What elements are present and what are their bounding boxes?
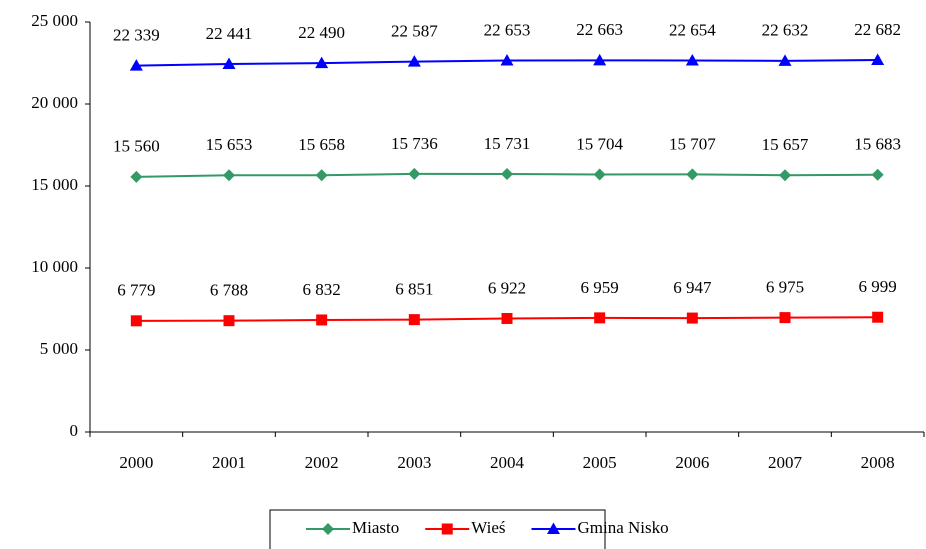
marker [130, 315, 142, 327]
data-label: 22 339 [113, 26, 160, 45]
y-tick-label: 15 000 [31, 175, 78, 194]
legend-label: Miasto [352, 518, 399, 537]
y-tick-label: 20 000 [31, 93, 78, 112]
legend-marker [322, 523, 334, 535]
marker [593, 53, 607, 66]
marker [594, 312, 606, 324]
marker [686, 168, 699, 181]
data-label: 22 632 [762, 21, 809, 40]
marker [223, 315, 235, 327]
x-tick-label: 2006 [675, 453, 709, 472]
data-label: 15 683 [854, 135, 901, 154]
legend-label: Wieś [471, 518, 505, 537]
x-tick-label: 2005 [583, 453, 617, 472]
marker [686, 312, 698, 324]
data-label: 6 999 [859, 277, 897, 296]
x-tick-label: 2004 [490, 453, 525, 472]
x-tick-label: 2007 [768, 453, 803, 472]
marker [315, 56, 329, 69]
data-label: 15 731 [484, 134, 531, 153]
data-label: 22 663 [576, 20, 623, 39]
marker [315, 169, 328, 182]
data-label: 15 707 [669, 134, 716, 153]
marker [871, 53, 885, 66]
data-label: 15 560 [113, 137, 160, 156]
y-tick-label: 25 000 [31, 11, 78, 30]
marker [408, 314, 420, 326]
data-label: 15 657 [762, 135, 809, 154]
legend-label: Gmina Nisko [577, 518, 668, 537]
data-label: 6 832 [303, 280, 341, 299]
marker [871, 168, 884, 181]
data-label: 22 654 [669, 20, 716, 39]
data-label: 15 704 [576, 134, 623, 153]
x-tick-label: 2001 [212, 453, 246, 472]
marker [872, 311, 884, 323]
data-label: 6 947 [673, 278, 712, 297]
data-label: 22 587 [391, 21, 438, 40]
marker [779, 312, 791, 324]
marker [593, 168, 606, 181]
marker [779, 169, 791, 182]
marker [778, 54, 792, 66]
marker [500, 53, 514, 66]
legend-marker [546, 522, 560, 534]
data-label: 6 779 [117, 281, 155, 300]
data-label: 15 736 [391, 134, 438, 153]
data-label: 15 658 [298, 135, 345, 154]
y-tick-label: 10 000 [31, 257, 78, 276]
marker [223, 169, 235, 182]
y-tick-label: 0 [70, 421, 79, 440]
data-label: 22 653 [484, 20, 531, 39]
marker [685, 53, 699, 66]
data-label: 6 788 [210, 281, 248, 300]
legend-marker [441, 523, 453, 535]
data-label: 22 441 [206, 24, 253, 43]
x-tick-label: 2008 [861, 453, 895, 472]
x-tick-label: 2003 [397, 453, 431, 472]
marker [130, 170, 143, 183]
x-tick-label: 2000 [119, 453, 153, 472]
marker [129, 59, 143, 71]
marker [501, 312, 513, 324]
data-label: 6 922 [488, 278, 526, 297]
data-label: 22 682 [854, 20, 901, 39]
data-label: 22 490 [298, 23, 345, 42]
data-label: 6 851 [395, 280, 433, 299]
y-tick-label: 5 000 [40, 339, 78, 358]
data-label: 15 653 [206, 135, 253, 154]
marker [222, 57, 236, 69]
marker [407, 55, 421, 67]
marker [316, 314, 328, 326]
marker [501, 168, 513, 181]
marker [408, 167, 421, 180]
x-tick-label: 2002 [305, 453, 339, 472]
data-label: 6 959 [581, 278, 619, 297]
data-label: 6 975 [766, 278, 804, 297]
